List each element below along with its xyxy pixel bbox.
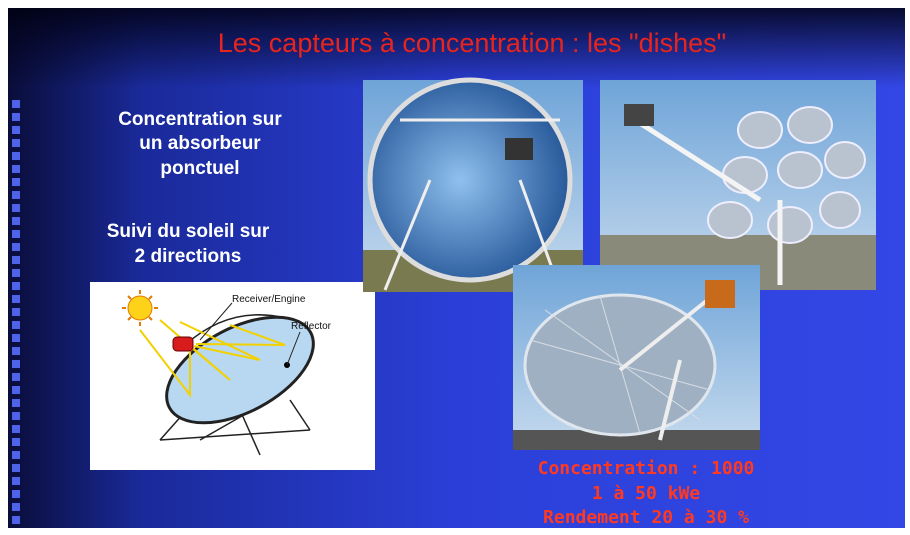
deco-square <box>12 477 20 485</box>
deco-square <box>12 386 20 394</box>
deco-square <box>12 295 20 303</box>
deco-square <box>12 217 20 225</box>
deco-square <box>12 503 20 511</box>
deco-square <box>12 204 20 212</box>
deco-square <box>12 347 20 355</box>
point-line: ponctuel <box>160 158 239 179</box>
photo <box>513 265 760 450</box>
spec-line: Concentration : 1000 <box>538 458 755 479</box>
deco-square <box>12 464 20 472</box>
deco-square <box>12 399 20 407</box>
deco-square <box>12 360 20 368</box>
page: {"title": "Les capteurs à concentration … <box>0 0 910 535</box>
deco-square <box>12 282 20 290</box>
spec-line: 1 à 50 kWe <box>592 483 701 504</box>
deco-square <box>12 113 20 121</box>
deco-square <box>12 451 20 459</box>
deco-square <box>12 308 20 316</box>
deco-square <box>12 269 20 277</box>
point-line: un absorbeur <box>139 133 261 154</box>
diagram-label: Receiver/Engine <box>232 294 306 305</box>
slide-title: Les capteurs à concentration : les "dish… <box>218 28 726 58</box>
deco-square <box>12 139 20 147</box>
deco-square <box>12 412 20 420</box>
deco-square <box>12 373 20 381</box>
deco-square <box>12 230 20 238</box>
deco-square <box>12 126 20 134</box>
deco-square <box>12 165 20 173</box>
photo <box>600 80 876 290</box>
deco-square <box>12 243 20 251</box>
deco-square <box>12 191 20 199</box>
deco-square <box>12 438 20 446</box>
deco-square <box>12 490 20 498</box>
dish-diagram: Receiver/Engine Reflector <box>90 282 375 470</box>
photo <box>363 80 583 292</box>
point-line: Suivi du soleil sur <box>107 221 270 242</box>
deco-square <box>12 425 20 433</box>
deco-square <box>12 100 20 108</box>
deco-square <box>12 516 20 524</box>
point-line: 2 directions <box>135 246 242 267</box>
point-line: Concentration sur <box>118 109 282 130</box>
slide: Les capteurs à concentration : les "dish… <box>0 0 910 535</box>
deco-square <box>12 321 20 329</box>
deco-square <box>12 334 20 342</box>
diagram-label: Reflector <box>291 321 332 332</box>
spec-line: Rendement 20 à 30 % <box>543 507 749 528</box>
deco-square <box>12 256 20 264</box>
deco-square <box>12 152 20 160</box>
deco-square <box>12 178 20 186</box>
